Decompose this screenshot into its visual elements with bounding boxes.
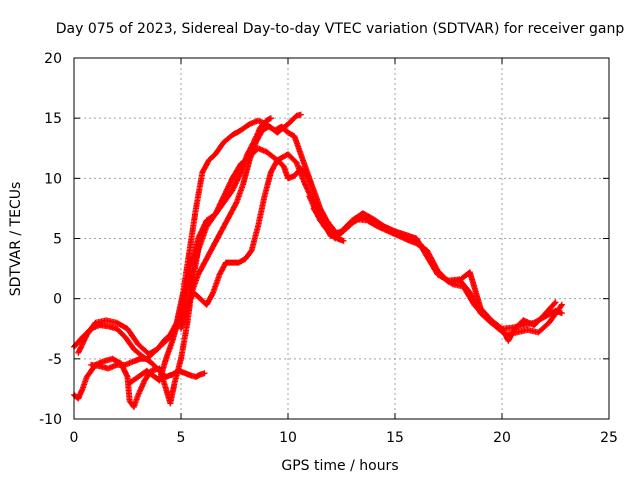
y-tick-label: 0 [53, 292, 62, 308]
x-axis-label: GPS time / hours [281, 458, 398, 474]
x-tick-label: 10 [279, 430, 297, 446]
axis-ticks: 0 5 10 15 20 25 -10 -5 0 5 10 15 20 [39, 51, 618, 446]
series-track-10 [317, 210, 559, 344]
grid-lines [74, 58, 609, 419]
data-markers [71, 111, 565, 410]
y-tick-label: 10 [44, 171, 62, 187]
x-tick-label: 25 [600, 430, 618, 446]
y-tick-label: 15 [44, 111, 62, 127]
y-tick-label: -10 [39, 412, 62, 428]
series-track-7 [178, 123, 336, 332]
y-tick-label: 20 [44, 51, 62, 67]
y-tick-label: -5 [48, 352, 62, 368]
data-point-marks [317, 210, 559, 344]
y-axis-label: SDTVAR / TECUs [8, 182, 24, 297]
x-tick-label: 5 [177, 430, 186, 446]
x-tick-label: 15 [386, 430, 404, 446]
chart-title: Day 075 of 2023, Sidereal Day-to-day VTE… [56, 21, 625, 37]
x-tick-label: 0 [70, 430, 79, 446]
data-point-marks [178, 123, 336, 332]
x-tick-label: 20 [493, 430, 511, 446]
y-tick-label: 5 [53, 232, 62, 248]
